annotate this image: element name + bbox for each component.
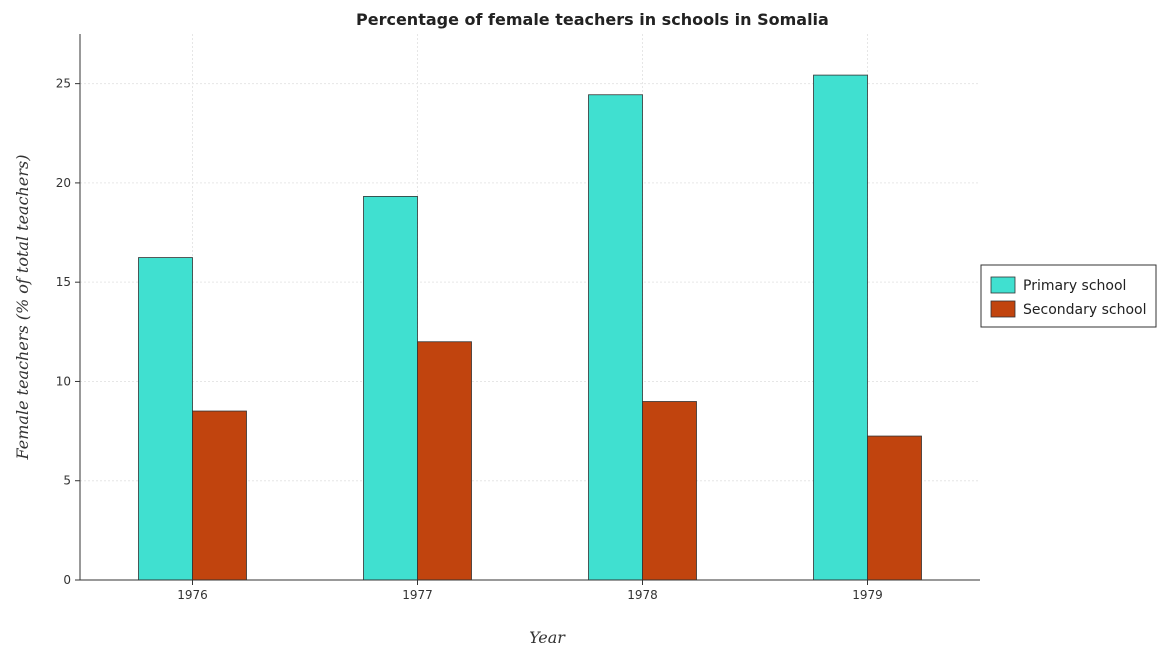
y-tick-label: 5 bbox=[63, 474, 71, 488]
legend-box bbox=[980, 264, 1157, 328]
y-tick-label: 10 bbox=[56, 374, 71, 388]
y-tick-label: 25 bbox=[56, 77, 71, 91]
bar-secondary-school-1979 bbox=[867, 435, 922, 581]
legend-swatch bbox=[990, 300, 1016, 318]
x-tick-label: 1979 bbox=[852, 588, 883, 602]
chart-title: Percentage of female teachers in schools… bbox=[356, 10, 829, 29]
y-tick-label: 0 bbox=[63, 573, 71, 587]
bar-primary-school-1976 bbox=[138, 257, 193, 581]
legend-label: Primary school bbox=[1023, 278, 1126, 294]
y-axis-label: Female teachers (% of total teachers) bbox=[13, 155, 32, 461]
x-axis-label: Year bbox=[529, 628, 566, 647]
legend-label: Secondary school bbox=[1023, 302, 1146, 318]
x-tick-label: 1977 bbox=[402, 588, 433, 602]
y-tick-label: 20 bbox=[56, 176, 71, 190]
axes: 0 5 10 15 20 25 1976 1977 1978 1979 bbox=[56, 34, 980, 602]
bar-secondary-school-1976 bbox=[192, 410, 247, 581]
legend: Primary school Secondary school bbox=[980, 264, 1157, 328]
bar-primary-school-1977 bbox=[363, 196, 418, 581]
bar-secondary-school-1977 bbox=[417, 341, 472, 581]
y-tick-label: 15 bbox=[56, 275, 71, 289]
bars bbox=[138, 74, 922, 581]
bar-primary-school-1979 bbox=[813, 74, 868, 581]
legend-swatch bbox=[990, 276, 1016, 294]
x-tick-label: 1976 bbox=[177, 588, 208, 602]
bar-secondary-school-1978 bbox=[642, 401, 697, 581]
bar-primary-school-1978 bbox=[588, 94, 643, 581]
x-tick-label: 1978 bbox=[627, 588, 658, 602]
